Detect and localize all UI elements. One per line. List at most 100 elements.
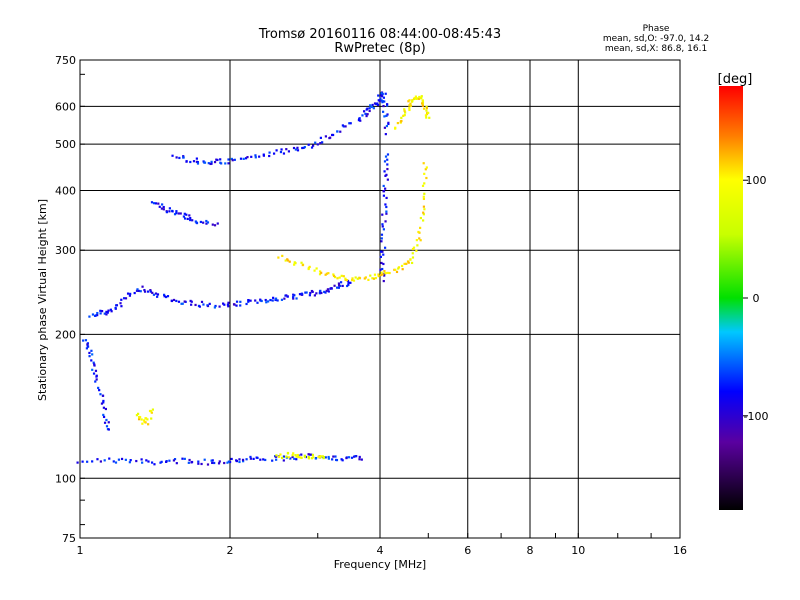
echo-point [381,225,384,228]
echo-point [380,92,383,95]
echo-point [387,122,390,126]
echo-point [265,301,268,304]
echo-point [165,460,168,463]
echo-point [408,99,411,102]
echo-point [400,264,404,268]
echo-point [183,457,186,460]
echo-point [117,458,121,461]
echo-point [279,453,282,456]
echo-point [410,261,414,265]
echo-point [324,273,327,276]
echo-point [369,104,372,107]
y-tick-label: 500 [55,138,76,151]
echo-point [148,409,152,413]
echo-point [314,141,317,144]
echo-point [205,222,208,225]
echo-point [294,454,297,457]
echo-point [129,459,132,462]
echo-point [308,294,311,297]
echo-point [320,291,323,295]
echo-point [86,460,89,463]
echo-point [207,162,210,165]
echo-point [296,146,299,149]
echo-point [386,153,390,156]
echo-point [152,202,156,205]
echo-point [291,455,294,459]
echo-point [175,462,178,465]
echo-point [372,277,376,280]
echo-point [259,299,262,302]
echo-point [214,304,217,308]
echo-point [408,107,411,110]
echo-point [254,154,257,157]
echo-point [282,455,286,458]
echo-point [186,217,189,221]
echo-point [354,455,357,458]
echo-point [386,271,389,274]
echo-point [292,297,295,300]
echo-point [285,455,288,458]
echo-point [286,258,289,261]
echo-point [350,456,354,459]
echo-point [364,276,367,279]
echo-point [279,150,283,154]
colorbar-tick-label: 100 [746,174,767,187]
echo-point [175,212,178,215]
echo-point [249,457,252,460]
echo-point [286,295,289,298]
echo-point [295,458,298,461]
echo-point [307,456,310,459]
echo-point [353,455,356,458]
echo-point [94,314,98,317]
echo-point [382,279,385,283]
echo-point [406,260,410,263]
echo-point [154,292,158,295]
echo-point [425,109,428,112]
echo-point [423,182,426,185]
echo-point [112,460,115,463]
echo-point [293,294,296,297]
echo-point [90,359,93,362]
y-tick-label: 300 [55,244,76,257]
x-axis-label: Frequency [MHz] [334,558,426,571]
echo-point [211,461,214,465]
echo-point [166,295,170,298]
echo-point [90,349,93,352]
echo-point [135,414,139,417]
echo-point [126,292,130,295]
echo-point [277,455,281,458]
echo-point [332,455,335,458]
echo-point [292,452,295,455]
echo-point [418,237,421,240]
echo-point [228,460,232,464]
echo-point [275,454,278,457]
echo-point [396,121,399,125]
echo-point [82,339,85,342]
chart-title: Tromsø 20160116 08:44:00-08:45:43 [258,27,502,42]
echo-point [141,461,144,464]
echo-point [303,145,306,149]
echo-point [145,459,148,462]
echo-point [409,258,412,261]
echo-point [245,302,248,306]
echo-point [106,311,109,314]
echo-point [272,296,275,299]
echo-point [190,460,194,464]
echo-point [232,303,236,306]
echo-point [381,250,384,253]
echo-point [246,155,249,159]
echo-point [146,290,150,293]
echo-point [124,297,128,300]
echo-point [311,453,315,457]
echo-point [382,194,385,197]
echo-point [219,158,222,161]
echo-point [220,162,223,165]
echo-point [185,160,188,163]
echo-point [325,272,328,275]
echo-point [145,417,148,420]
echo-point [197,460,200,463]
echo-point [357,119,361,122]
echo-point [291,296,295,299]
echo-point [100,309,104,313]
echo-point [182,155,185,158]
